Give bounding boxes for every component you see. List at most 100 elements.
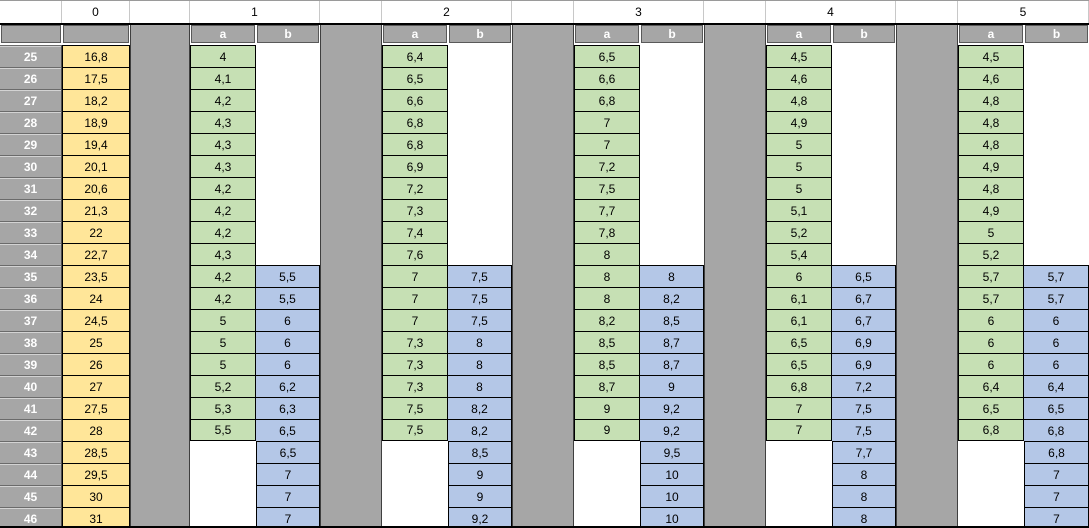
- cell-3b-35[interactable]: 8: [640, 265, 704, 287]
- cell-3b-29[interactable]: [640, 133, 704, 155]
- cell-4b-26[interactable]: [832, 67, 896, 89]
- row-header-26[interactable]: 26: [0, 67, 62, 89]
- cell-2b-37[interactable]: 7,5: [448, 309, 512, 331]
- cell-2a-29[interactable]: 6,8: [382, 133, 448, 155]
- cell-3b-42[interactable]: 9,2: [640, 419, 704, 441]
- cell-0-35[interactable]: 23,5: [62, 265, 130, 287]
- cell-1b-41[interactable]: 6,3: [256, 397, 320, 419]
- cell-2a-45[interactable]: [382, 485, 448, 507]
- cell-0-33[interactable]: 22: [62, 221, 130, 243]
- cell-3b-26[interactable]: [640, 67, 704, 89]
- cell-5b-45[interactable]: 7: [1024, 485, 1089, 507]
- cell-2b-25[interactable]: [448, 45, 512, 67]
- cell-4b-41[interactable]: 7,5: [832, 397, 896, 419]
- cell-3a-35[interactable]: 8: [574, 265, 640, 287]
- cell-3a-26[interactable]: 6,6: [574, 67, 640, 89]
- cell-2b-28[interactable]: [448, 111, 512, 133]
- header-corner-cell[interactable]: [0, 1, 62, 23]
- row-header-29[interactable]: 29: [0, 133, 62, 155]
- cell-5a-36[interactable]: 5,7: [958, 287, 1024, 309]
- cell-1b-38[interactable]: 6: [256, 331, 320, 353]
- cell-1a-33[interactable]: 4,2: [190, 221, 256, 243]
- cell-2b-46[interactable]: 9,2: [448, 507, 512, 526]
- cell-4a-31[interactable]: 5: [766, 177, 832, 199]
- cell-5b-29[interactable]: [1024, 133, 1089, 155]
- cell-5a-39[interactable]: 6: [958, 353, 1024, 375]
- cell-4b-29[interactable]: [832, 133, 896, 155]
- cell-4b-34[interactable]: [832, 243, 896, 265]
- cell-1a-25[interactable]: 4: [190, 45, 256, 67]
- cell-1a-38[interactable]: 5: [190, 331, 256, 353]
- cell-5a-43[interactable]: [958, 441, 1024, 463]
- cell-3b-31[interactable]: [640, 177, 704, 199]
- cell-3a-32[interactable]: 7,7: [574, 199, 640, 221]
- cell-2a-32[interactable]: 7,3: [382, 199, 448, 221]
- cell-3b-37[interactable]: 8,5: [640, 309, 704, 331]
- cell-2a-31[interactable]: 7,2: [382, 177, 448, 199]
- cell-2a-40[interactable]: 7,3: [382, 375, 448, 397]
- cell-3b-43[interactable]: 9,5: [640, 441, 704, 463]
- cell-5a-44[interactable]: [958, 463, 1024, 485]
- cell-5a-30[interactable]: 4,9: [958, 155, 1024, 177]
- row-header-43[interactable]: 43: [0, 441, 62, 463]
- cell-2a-30[interactable]: 6,9: [382, 155, 448, 177]
- cell-4a-38[interactable]: 6,5: [766, 331, 832, 353]
- cell-1a-30[interactable]: 4,3: [190, 155, 256, 177]
- cell-1a-36[interactable]: 4,2: [190, 287, 256, 309]
- cell-5b-25[interactable]: [1024, 45, 1089, 67]
- cell-0-42[interactable]: 28: [62, 419, 130, 441]
- row-header-41[interactable]: 41: [0, 397, 62, 419]
- subheader-5-a[interactable]: a: [958, 25, 1024, 45]
- cell-4b-40[interactable]: 7,2: [832, 375, 896, 397]
- cell-3a-27[interactable]: 6,8: [574, 89, 640, 111]
- col-header-5[interactable]: 5: [958, 1, 1089, 23]
- row-header-38[interactable]: 38: [0, 331, 62, 353]
- cell-0-44[interactable]: 29,5: [62, 463, 130, 485]
- row-header-32[interactable]: 32: [0, 199, 62, 221]
- cell-4b-30[interactable]: [832, 155, 896, 177]
- cell-2a-35[interactable]: 7: [382, 265, 448, 287]
- cell-5a-34[interactable]: 5,2: [958, 243, 1024, 265]
- cell-2b-42[interactable]: 8,2: [448, 419, 512, 441]
- cell-5b-40[interactable]: 6,4: [1024, 375, 1089, 397]
- cell-2a-39[interactable]: 7,3: [382, 353, 448, 375]
- cell-2b-39[interactable]: 8: [448, 353, 512, 375]
- cell-1b-37[interactable]: 6: [256, 309, 320, 331]
- cell-1b-26[interactable]: [256, 67, 320, 89]
- cell-4b-32[interactable]: [832, 199, 896, 221]
- cell-3b-45[interactable]: 10: [640, 485, 704, 507]
- cell-2a-36[interactable]: 7: [382, 287, 448, 309]
- cell-2a-46[interactable]: [382, 507, 448, 526]
- cell-5b-37[interactable]: 6: [1024, 309, 1089, 331]
- cell-3b-39[interactable]: 8,7: [640, 353, 704, 375]
- cell-2a-43[interactable]: [382, 441, 448, 463]
- cell-5a-31[interactable]: 4,8: [958, 177, 1024, 199]
- cell-3b-33[interactable]: [640, 221, 704, 243]
- cell-2b-41[interactable]: 8,2: [448, 397, 512, 419]
- cell-1b-46[interactable]: 7: [256, 507, 320, 526]
- cell-1a-37[interactable]: 5: [190, 309, 256, 331]
- col-header-2[interactable]: 2: [382, 1, 512, 23]
- cell-4a-39[interactable]: 6,5: [766, 353, 832, 375]
- cell-4b-43[interactable]: 7,7: [832, 441, 896, 463]
- cell-3a-45[interactable]: [574, 485, 640, 507]
- cell-1b-39[interactable]: 6: [256, 353, 320, 375]
- cell-1a-40[interactable]: 5,2: [190, 375, 256, 397]
- col-header-1[interactable]: 1: [190, 1, 320, 23]
- cell-1a-26[interactable]: 4,1: [190, 67, 256, 89]
- cell-2b-29[interactable]: [448, 133, 512, 155]
- cell-4a-36[interactable]: 6,1: [766, 287, 832, 309]
- cell-1a-44[interactable]: [190, 463, 256, 485]
- subheader-3-a[interactable]: a: [574, 25, 640, 45]
- cell-1a-28[interactable]: 4,3: [190, 111, 256, 133]
- cell-0-37[interactable]: 24,5: [62, 309, 130, 331]
- cell-1a-39[interactable]: 5: [190, 353, 256, 375]
- cell-2b-44[interactable]: 9: [448, 463, 512, 485]
- cell-4a-42[interactable]: 7: [766, 419, 832, 441]
- cell-4a-34[interactable]: 5,4: [766, 243, 832, 265]
- cell-5a-42[interactable]: 6,8: [958, 419, 1024, 441]
- cell-2b-32[interactable]: [448, 199, 512, 221]
- cell-1a-41[interactable]: 5,3: [190, 397, 256, 419]
- cell-2b-30[interactable]: [448, 155, 512, 177]
- spacer-column-2[interactable]: [320, 25, 382, 526]
